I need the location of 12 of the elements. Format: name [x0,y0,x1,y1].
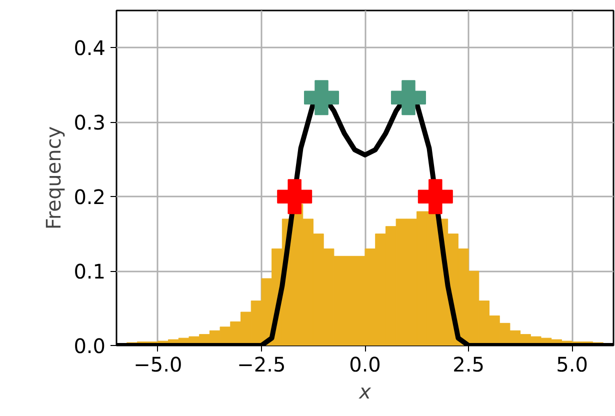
y-tick-label: 0.3 [74,110,106,135]
x-tick-label: −2.5 [237,352,286,376]
x-tick-label: 2.5 [452,352,484,376]
x-tick-label: −5.0 [134,352,182,376]
y-axis-title: Frequency [42,126,66,230]
y-tick-label: 0.2 [74,185,106,210]
x-tick-label: 5.0 [556,352,588,376]
y-tick-label: 0.1 [74,260,106,284]
y-tick-label: 0.0 [74,334,106,358]
x-tick-label: 0.0 [349,352,381,376]
x-axis-title: x [358,380,372,404]
y-tick-label: 0.4 [74,36,106,60]
